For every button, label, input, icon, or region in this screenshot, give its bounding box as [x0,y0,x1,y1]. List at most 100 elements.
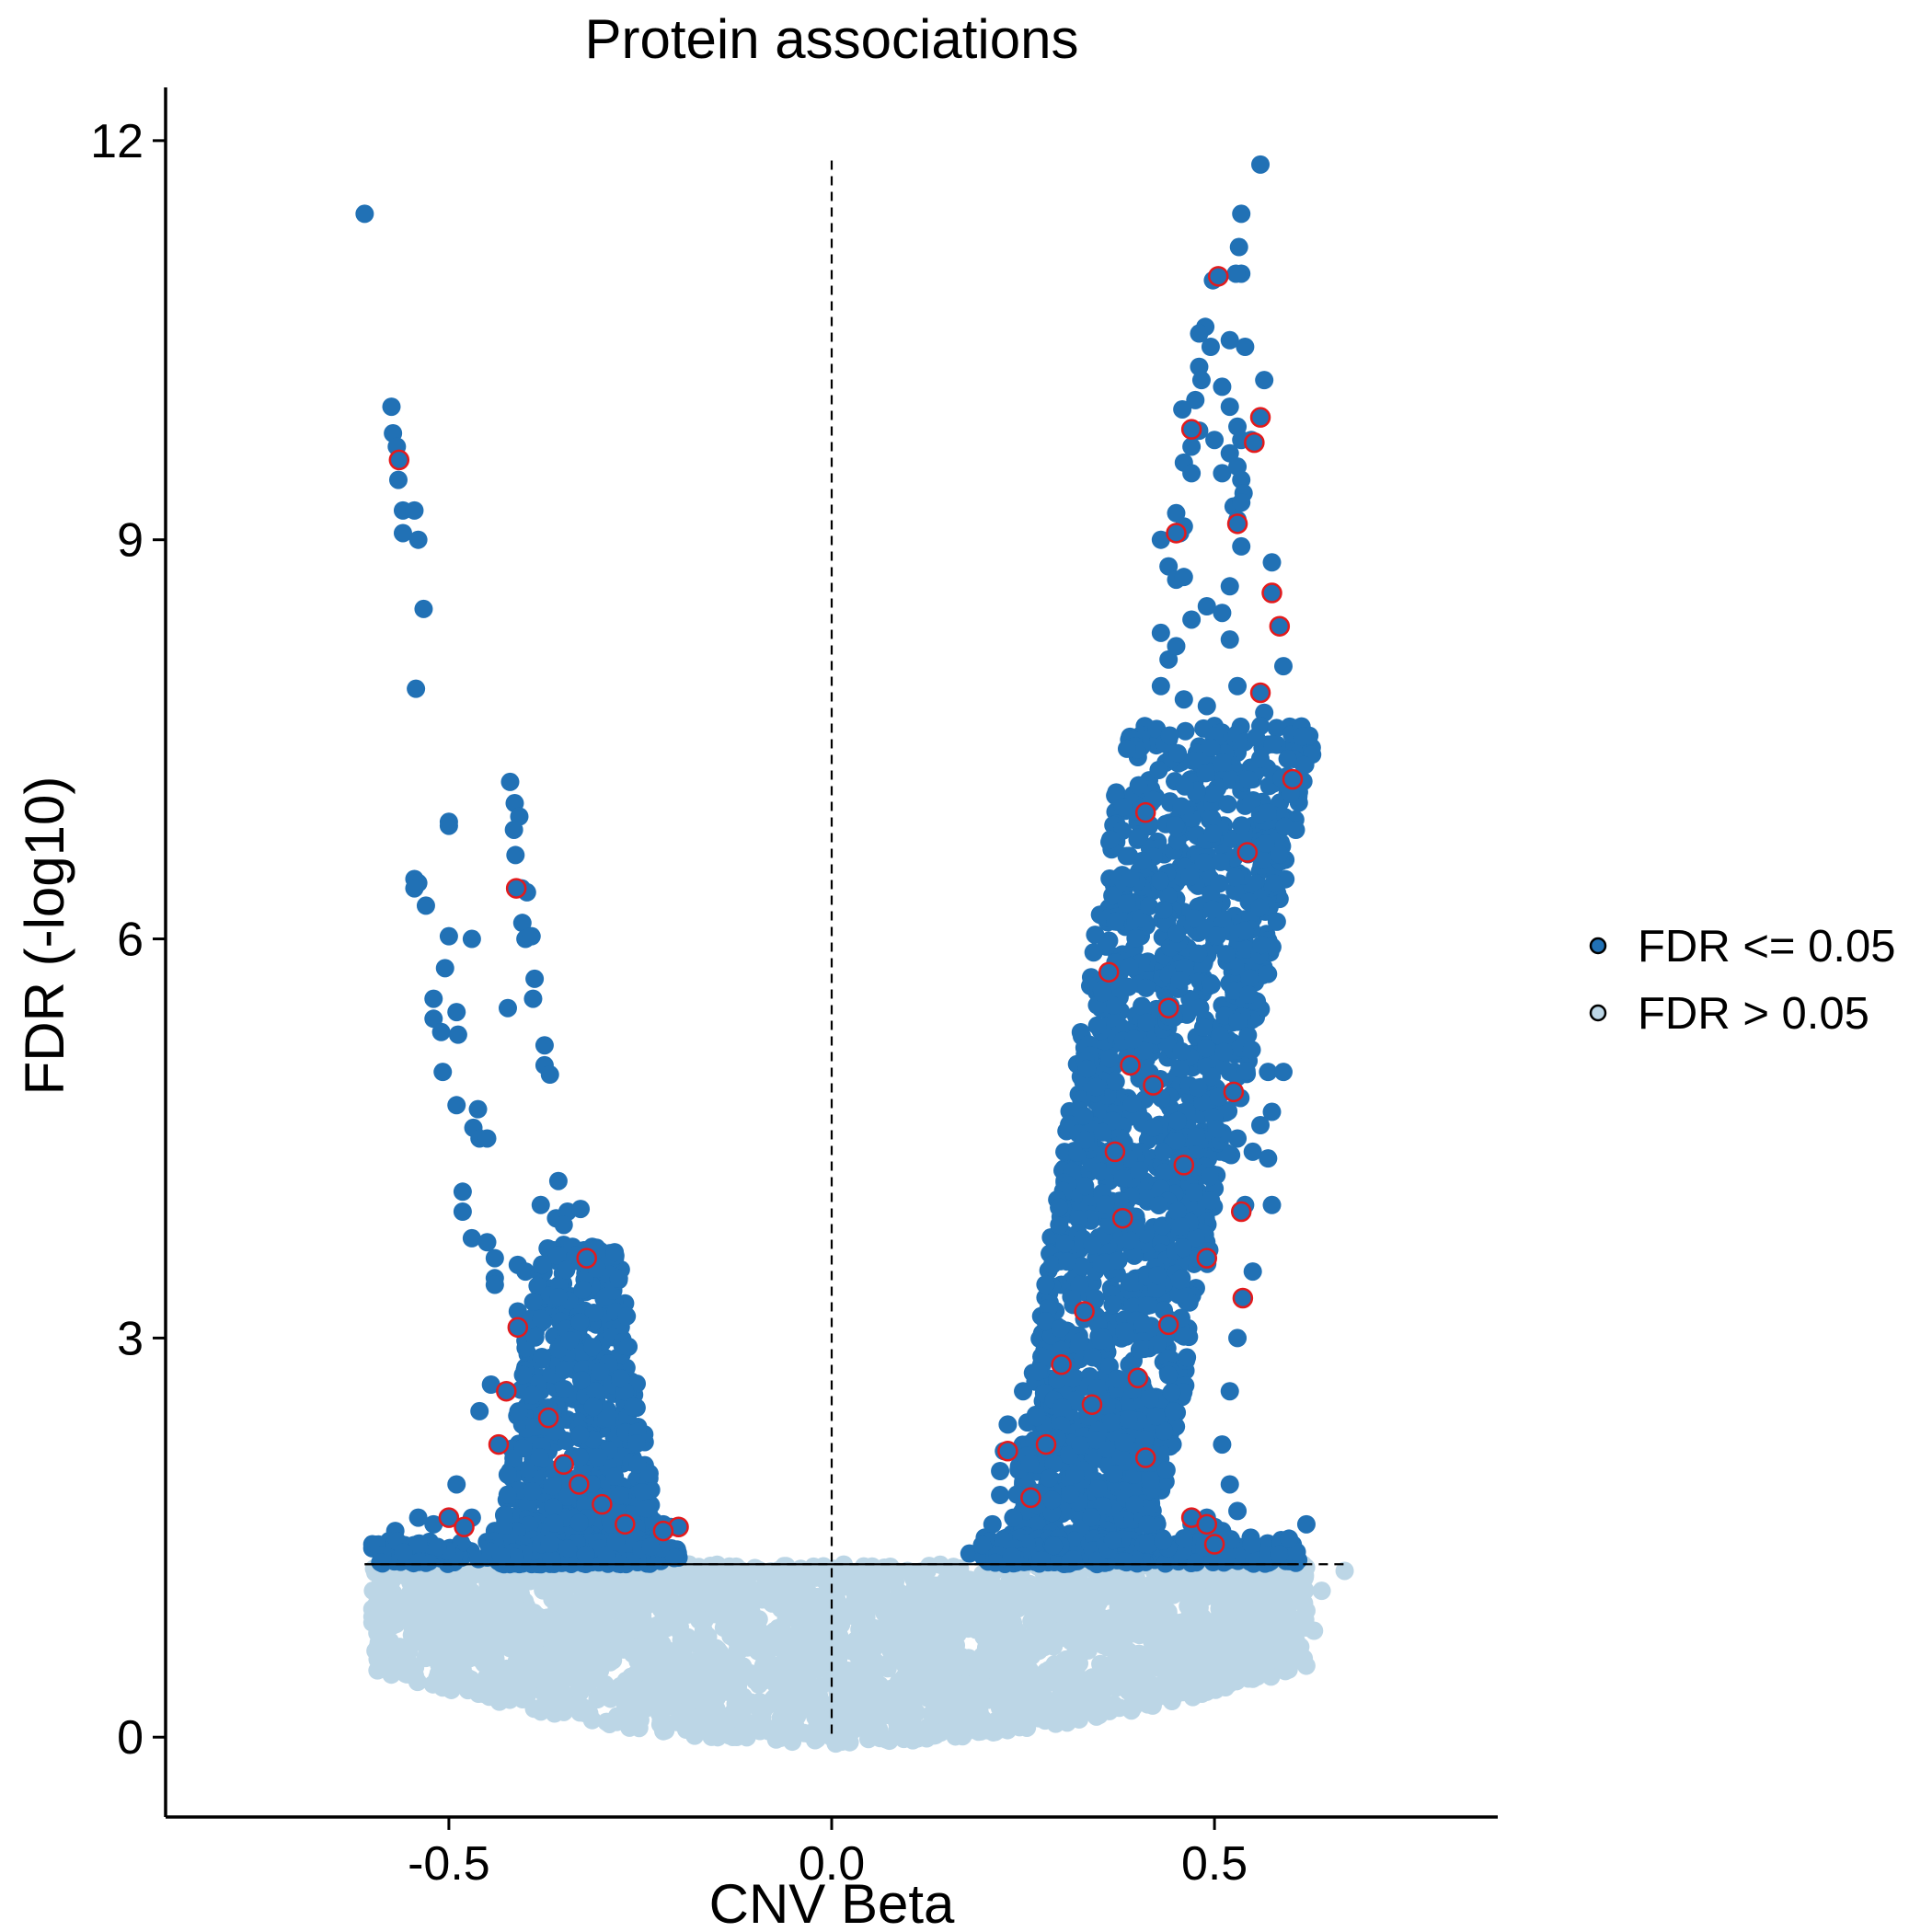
data-point-significant [610,1486,629,1505]
data-point-nonsignificant [591,1602,610,1621]
data-point-significant [558,1539,578,1558]
data-point-significant [1220,630,1239,650]
data-point-nonsignificant [765,1572,784,1592]
data-point-nonsignificant [1295,1610,1315,1629]
data-point-significant [1202,1067,1222,1087]
data-point-significant [1146,1407,1166,1426]
data-point-nonsignificant [781,1606,800,1626]
data-point-nonsignificant [945,1676,964,1696]
data-point-significant [1167,637,1186,656]
data-point-significant [439,926,458,946]
data-point-nonsignificant [1041,1574,1060,1593]
data-point-nonsignificant [1187,1612,1206,1631]
data-point-significant [424,989,443,1008]
data-point-significant [1182,437,1202,456]
data-point-significant [1144,1118,1163,1137]
data-point-significant [1197,1039,1216,1058]
data-point-nonsignificant [1242,1621,1261,1640]
data-point-nonsignificant [741,1693,760,1712]
data-point-significant [424,1514,443,1534]
data-point-nonsignificant [1060,1696,1079,1715]
data-point-nonsignificant [846,1574,866,1593]
data-point-nonsignificant [1003,1579,1022,1598]
data-point-significant [570,1425,590,1444]
data-point-nonsignificant [707,1589,726,1608]
data-point-significant [1259,1063,1278,1082]
data-point-significant [506,845,525,865]
data-point-significant [1084,943,1103,962]
data-point-significant [416,896,435,915]
data-point-nonsignificant [614,1639,633,1659]
data-point-significant [549,1288,569,1307]
data-point-nonsignificant [885,1595,904,1615]
data-point-significant [522,926,541,946]
data-point-significant [448,1025,467,1044]
data-point-significant [1167,503,1186,523]
data-point-nonsignificant [891,1627,910,1647]
data-point-significant [1130,1160,1149,1179]
data-point-significant [513,1439,533,1458]
data-point-nonsignificant [822,1667,841,1686]
data-point-nonsignificant [680,1677,699,1696]
data-point-nonsignificant [619,1695,638,1714]
data-point-significant [1220,397,1239,417]
data-point-nonsignificant [715,1615,734,1634]
data-point-nonsignificant [501,1685,521,1705]
data-point-nonsignificant [1155,1572,1174,1592]
data-point-significant [447,1096,466,1115]
data-point-nonsignificant [657,1658,676,1677]
data-point-nonsignificant [566,1650,585,1670]
data-point-significant [405,500,424,520]
data-point-significant [1151,676,1170,696]
data-point-nonsignificant [381,1573,400,1593]
data-point-nonsignificant [858,1724,878,1743]
data-point-nonsignificant [1282,1571,1301,1591]
data-point-nonsignificant [886,1644,905,1663]
data-point-nonsignificant [414,1634,433,1653]
data-point-significant [498,1465,517,1484]
data-point-nonsignificant [497,1595,516,1615]
data-point-significant [1151,1442,1170,1461]
data-point-significant [481,1375,500,1394]
data-point-significant [408,1535,428,1554]
data-point-nonsignificant [834,1728,854,1747]
data-point-significant [554,1215,573,1235]
data-point-nonsignificant [1082,1611,1101,1630]
data-point-nonsignificant [932,1690,951,1709]
data-point-nonsignificant [580,1584,599,1604]
data-point-significant [1191,371,1211,390]
data-point-significant [555,1379,574,1398]
data-point-significant [1174,568,1193,587]
data-point-significant [470,1401,489,1420]
data-point-nonsignificant [407,1591,426,1610]
data-point-significant [355,204,374,224]
data-point-significant [393,523,412,543]
data-point-nonsignificant [1186,1628,1205,1648]
data-point-nonsignificant [703,1675,722,1695]
data-point-significant [523,1481,542,1501]
data-point-significant [525,1328,545,1347]
data-point-nonsignificant [651,1593,671,1613]
data-point-significant [1133,996,1152,1016]
data-point-significant [525,969,545,988]
data-point-significant [1220,330,1239,350]
data-point-significant [542,1550,561,1570]
data-point-nonsignificant [1335,1561,1354,1581]
data-point-significant [548,1171,568,1190]
data-point-significant [576,1545,595,1564]
data-point-nonsignificant [489,1581,508,1600]
data-point-nonsignificant [703,1708,722,1728]
data-point-significant [535,1036,554,1055]
data-point-significant [545,1513,564,1533]
data-point-nonsignificant [1222,1642,1241,1662]
data-point-significant [477,1233,497,1252]
data-point-nonsignificant [956,1575,975,1594]
data-point-significant [1193,1018,1213,1037]
data-point-significant [414,599,433,618]
data-point-nonsignificant [1058,1713,1077,1732]
data-point-significant [618,1337,638,1356]
data-point-nonsignificant [564,1668,583,1687]
data-point-nonsignificant [843,1709,862,1729]
data-point-significant [435,959,454,978]
data-point-nonsignificant [997,1595,1017,1615]
